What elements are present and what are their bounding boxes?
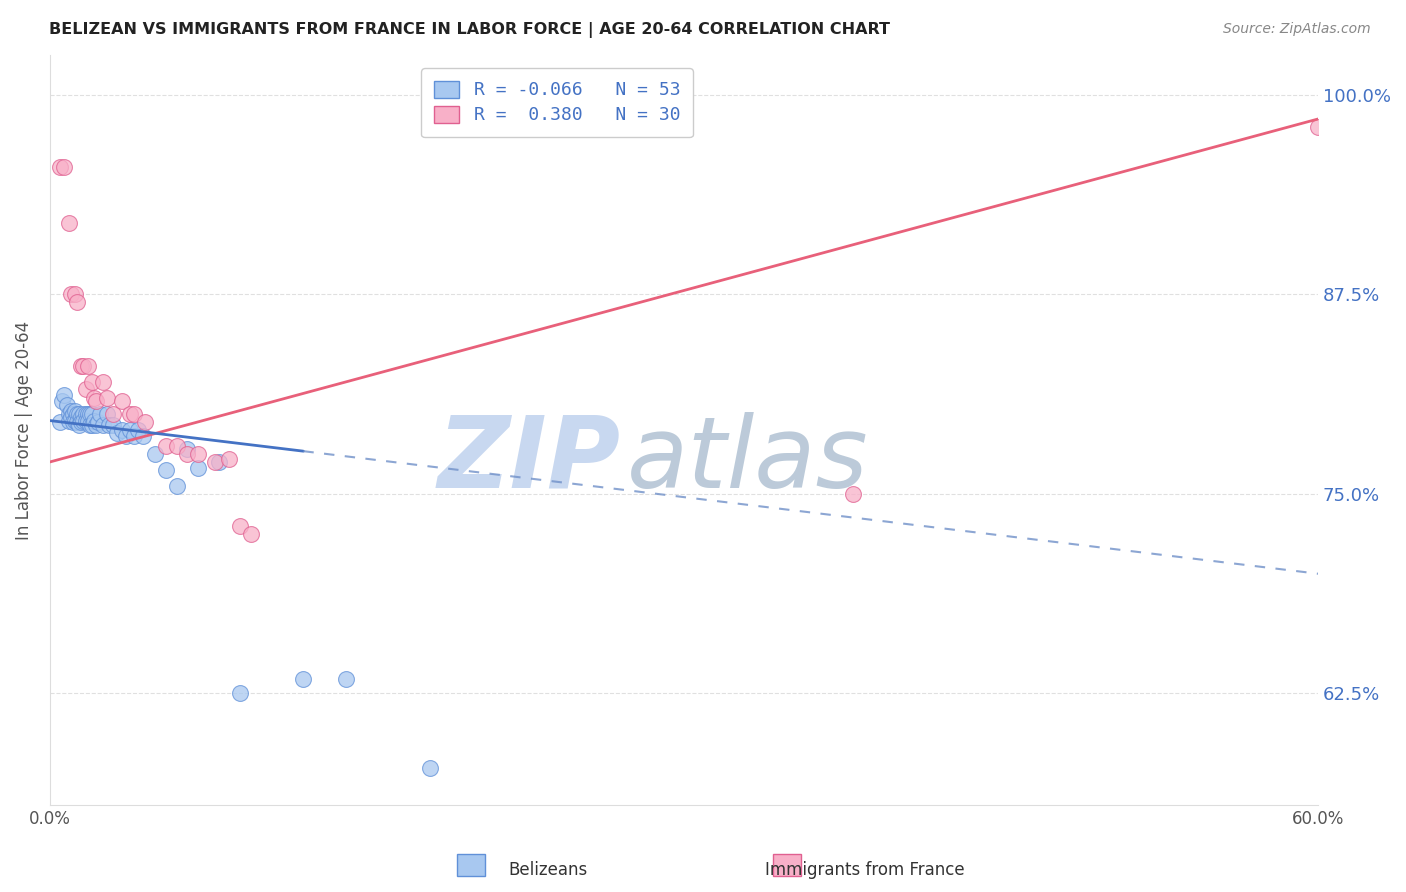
Point [67, 418, 90, 433]
Text: Belizeans: Belizeans [509, 861, 588, 879]
Point [239, 526, 262, 541]
Point [59, 410, 82, 425]
Text: BELIZEAN VS IMMIGRANTS FROM FRANCE IN LABOR FORCE | AGE 20-64 CORRELATION CHART: BELIZEAN VS IMMIGRANTS FROM FRANCE IN LA… [49, 22, 890, 38]
Point [58, 413, 80, 427]
Point [76, 413, 98, 427]
Point [101, 407, 124, 421]
Point [105, 426, 128, 441]
Point [110, 423, 132, 437]
Text: Immigrants from France: Immigrants from France [765, 861, 965, 879]
Point [62, 415, 84, 429]
Point [75, 407, 97, 421]
Point [72, 407, 94, 421]
Point [187, 461, 209, 475]
Point [84, 418, 107, 433]
Point [131, 429, 153, 443]
Point [75, 413, 97, 427]
Point [1308, 120, 1330, 134]
Text: ZIP: ZIP [437, 411, 620, 508]
Point [66, 295, 89, 310]
Point [96, 391, 118, 405]
FancyBboxPatch shape [773, 854, 801, 876]
Point [419, 761, 441, 775]
Point [118, 423, 141, 437]
Point [166, 479, 188, 493]
Point [166, 439, 188, 453]
Point [155, 439, 177, 453]
Point [59, 404, 82, 418]
Point [229, 519, 252, 533]
Point [75, 382, 97, 396]
Point [79, 418, 101, 433]
Point [59, 287, 82, 301]
Point [218, 451, 240, 466]
Point [49, 415, 72, 429]
Point [292, 672, 315, 686]
Point [63, 287, 86, 301]
Point [110, 394, 132, 409]
Legend: R = -0.066   N = 53, R =  0.380   N = 30: R = -0.066 N = 53, R = 0.380 N = 30 [422, 68, 693, 137]
Point [80, 418, 103, 433]
Point [101, 418, 124, 433]
Point [70, 359, 93, 374]
Point [62, 407, 84, 421]
Point [145, 447, 167, 461]
Point [70, 415, 93, 429]
Point [83, 391, 105, 405]
Point [155, 463, 177, 477]
Point [58, 407, 80, 421]
Point [67, 407, 90, 421]
Point [49, 160, 72, 174]
Point [53, 160, 76, 174]
Text: atlas: atlas [627, 411, 869, 508]
Point [91, 418, 114, 433]
Point [72, 413, 94, 427]
Point [114, 429, 136, 443]
Point [134, 415, 156, 429]
Point [55, 398, 77, 412]
Point [118, 407, 141, 421]
Point [63, 413, 86, 427]
Point [79, 407, 101, 421]
Point [83, 413, 105, 427]
Point [122, 407, 145, 421]
Point [122, 429, 145, 443]
Point [66, 415, 89, 429]
Point [51, 394, 73, 409]
Point [91, 376, 114, 390]
Point [229, 686, 252, 700]
Point [176, 442, 198, 457]
Point [76, 407, 98, 421]
Y-axis label: In Labor Force | Age 20-64: In Labor Force | Age 20-64 [15, 320, 32, 540]
Point [204, 455, 226, 469]
Point [335, 672, 357, 686]
Point [96, 407, 118, 421]
Point [63, 404, 86, 418]
Point [89, 407, 111, 421]
Point [127, 423, 149, 437]
Point [176, 447, 198, 461]
Point [842, 487, 865, 501]
Point [72, 359, 94, 374]
Point [53, 388, 76, 402]
Point [66, 407, 89, 421]
Text: Source: ZipAtlas.com: Source: ZipAtlas.com [1223, 22, 1371, 37]
Point [187, 447, 209, 461]
Point [87, 415, 110, 429]
Point [80, 407, 103, 421]
Point [70, 410, 93, 425]
Point [208, 455, 231, 469]
Point [97, 418, 120, 433]
FancyBboxPatch shape [457, 854, 485, 876]
Point [80, 376, 103, 390]
Point [84, 394, 107, 409]
Point [58, 216, 80, 230]
Point [76, 359, 98, 374]
